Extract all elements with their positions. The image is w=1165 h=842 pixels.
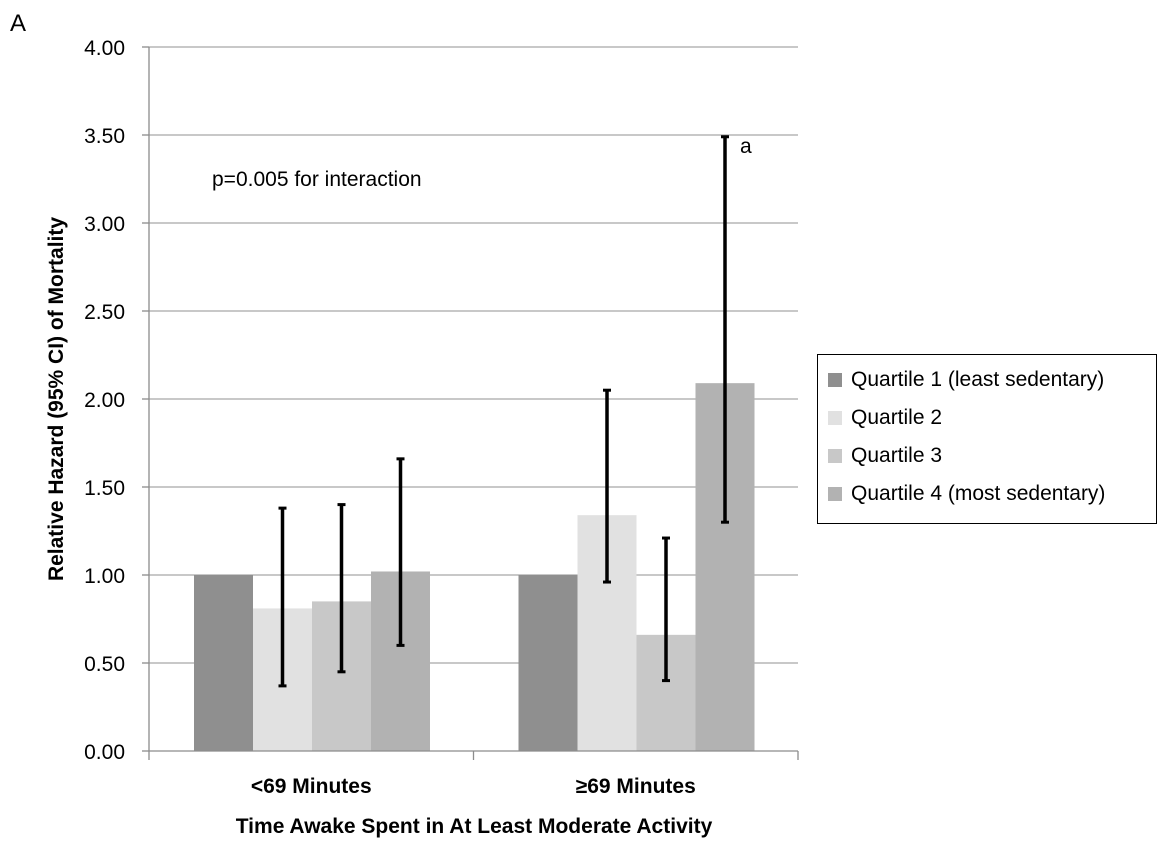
legend-swatch-q4	[828, 487, 842, 501]
legend-swatch-q2	[828, 411, 842, 425]
x-tick-label: <69 Minutes	[251, 775, 372, 798]
bar-q1-cat1	[194, 575, 253, 751]
y-axis-title: Relative Hazard (95% CI) of Mortality	[45, 217, 68, 581]
x-tick-labels: <69 Minutes ≥69 Minutes	[251, 775, 696, 798]
annotation-p-value: p=0.005 for interaction	[212, 168, 422, 191]
error-bars	[278, 135, 729, 688]
legend-swatch-q1	[828, 373, 842, 387]
x-tick-label: ≥69 Minutes	[576, 775, 696, 798]
axes	[142, 46, 799, 760]
legend-item-q3: Quartile 3	[828, 441, 942, 471]
legend-item-q1: Quartile 1 (least sedentary)	[828, 365, 1104, 395]
significance-marker: a	[740, 135, 752, 158]
y-tick-label: 2.00	[84, 389, 125, 412]
y-tick-label: 2.50	[84, 301, 125, 324]
x-axis-title: Time Awake Spent in At Least Moderate Ac…	[236, 815, 713, 838]
y-tick-label: 3.00	[84, 213, 125, 236]
legend: Quartile 1 (least sedentary) Quartile 2 …	[817, 354, 1157, 524]
y-tick-label: 0.50	[84, 653, 125, 676]
error-bar-q3-cat1	[337, 503, 346, 674]
error-bar-q4-cat2	[721, 135, 729, 524]
y-tick-label: 1.00	[84, 565, 125, 588]
y-tick-label: 0.00	[84, 741, 125, 764]
bar-annotations: a	[740, 135, 752, 158]
legend-label-q2: Quartile 2	[851, 406, 943, 429]
y-tick-label: 1.50	[84, 477, 125, 500]
error-bar-q2-cat1	[278, 506, 287, 688]
legend-label-q4: Quartile 4 (most sedentary)	[851, 482, 1106, 505]
panel-label: A	[10, 10, 26, 37]
legend-item-q2: Quartile 2	[828, 403, 942, 433]
y-tick-label: 4.00	[84, 37, 125, 60]
bar-q1-cat2	[518, 575, 578, 751]
legend-label-q3: Quartile 3	[851, 444, 943, 467]
error-bar-q3-cat2	[662, 536, 670, 683]
error-bar-q2-cat2	[603, 388, 611, 584]
legend-item-q4: Quartile 4 (most sedentary)	[828, 479, 1105, 509]
y-tick-label: 3.50	[84, 125, 125, 148]
bars	[194, 383, 755, 751]
legend-label-q1: Quartile 1 (least sedentary)	[851, 368, 1105, 391]
gridlines	[149, 46, 798, 664]
legend-swatch-q3	[828, 449, 842, 463]
y-tick-labels: 0.00 0.50 1.00 1.50 2.00 2.50 3.00 3.50 4.00	[84, 37, 125, 764]
error-bar-q4-cat1	[396, 457, 405, 647]
